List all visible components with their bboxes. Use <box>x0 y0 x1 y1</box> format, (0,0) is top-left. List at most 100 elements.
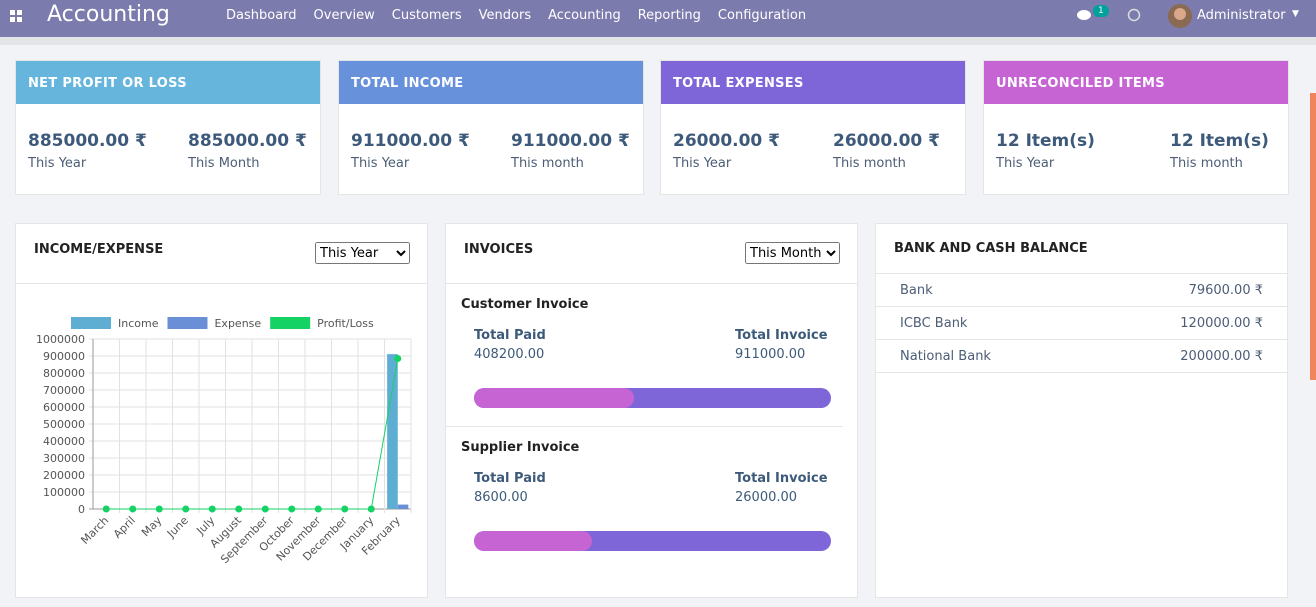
bank-rows: Bank 79600.00 ₹ ICBC Bank 120000.00 ₹ Nation… <box>876 274 1287 373</box>
invoice-section: Supplier Invoice Total Paid 8600.00 Total I… <box>446 427 857 570</box>
income-expense-panel: INCOME/EXPENSE This Year 0 100000 200000 30… <box>15 223 428 598</box>
y-tick-label: 1000000 <box>36 333 85 346</box>
card-item: 885000.00 ₹ This Year <box>28 131 147 171</box>
progress-fill <box>474 531 593 551</box>
total-label: Total Invoice <box>735 328 828 343</box>
point <box>208 505 216 513</box>
y-tick-label: 900000 <box>43 350 85 363</box>
card-value: 885000.00 ₹ <box>188 131 307 151</box>
total-label: Total Invoice <box>735 471 828 486</box>
section-title: Supplier Invoice <box>461 440 580 455</box>
x-tick-label: April <box>111 514 138 541</box>
clock-icon[interactable] <box>1127 8 1141 22</box>
legend-swatch <box>270 317 311 329</box>
card-item: 12 Item(s) This month <box>1170 131 1269 171</box>
y-tick-label: 800000 <box>43 367 85 380</box>
y-tick-label: 100000 <box>43 486 85 499</box>
chart: 0 100000 200000 300000 400000 500000 600000 700… <box>36 317 412 566</box>
menu-item[interactable]: Reporting <box>637 8 701 23</box>
card-item: 911000.00 ₹ This Year <box>351 131 470 171</box>
y-tick-label: 200000 <box>43 469 85 482</box>
point <box>314 505 322 513</box>
panel-title: INVOICES <box>464 242 534 257</box>
paid-value: 8600.00 <box>474 490 528 505</box>
point <box>129 505 137 513</box>
x-tick-label: March <box>78 514 111 547</box>
legend-swatch <box>71 317 111 329</box>
y-tick-label: 700000 <box>43 384 85 397</box>
card-period: This Year <box>996 156 1055 171</box>
card-header: TOTAL INCOME <box>339 61 643 104</box>
point <box>235 505 243 513</box>
point <box>182 505 190 513</box>
app-title: Accounting <box>47 2 170 27</box>
bank-row: ICBC Bank 120000.00 ₹ <box>876 307 1287 340</box>
paid-label: Total Paid <box>474 471 546 486</box>
panel-title: BANK AND CASH BALANCE <box>894 241 1088 256</box>
panel-header: INCOME/EXPENSE This Year <box>16 224 427 284</box>
x-tick-label: May <box>139 514 165 540</box>
bank-panel: BANK AND CASH BALANCE Bank 79600.00 ₹ ICBC… <box>875 223 1288 598</box>
navbar: Accounting Dashboard Overview Customers Ven… <box>0 0 1316 37</box>
legend-label: Profit/Loss <box>317 317 374 330</box>
bar <box>397 504 409 509</box>
panel-header: INVOICES This Month <box>446 224 857 284</box>
period-select[interactable]: This Month <box>745 242 840 264</box>
panel-title: INCOME/EXPENSE <box>34 242 164 257</box>
bank-balance: 200000.00 ₹ <box>1180 349 1263 364</box>
x-tick-label: June <box>164 514 191 541</box>
card-item: 12 Item(s) This Year <box>996 131 1095 171</box>
scroll-indicator <box>1310 93 1316 380</box>
card-header: TOTAL EXPENSES <box>661 61 965 104</box>
period-select[interactable]: This Year <box>315 242 410 264</box>
menu-item[interactable]: Vendors <box>478 8 532 23</box>
point <box>288 505 296 513</box>
bank-row: National Bank 200000.00 ₹ <box>876 340 1287 373</box>
card-period: This Year <box>351 156 410 171</box>
card-header: UNRECONCILED ITEMS <box>984 61 1288 104</box>
legend-label: Expense <box>214 317 261 330</box>
menu-item[interactable]: Overview <box>313 8 375 23</box>
strip <box>0 37 1316 45</box>
menu-item[interactable]: Configuration <box>717 8 807 23</box>
paid-label: Total Paid <box>474 328 546 343</box>
kpi-card: UNRECONCILED ITEMS 12 Item(s) This Year 12 … <box>983 60 1289 195</box>
card-value: 26000.00 ₹ <box>673 131 781 151</box>
card-item: 26000.00 ₹ This Year <box>673 131 780 171</box>
card-item: 911000.00 ₹ This month <box>511 131 630 171</box>
card-item: 885000.00 ₹ This Month <box>188 131 307 171</box>
bank-name: National Bank <box>900 349 991 364</box>
invoice-section: Customer Invoice Total Paid 408200.00 Total… <box>446 284 843 427</box>
user-menu[interactable]: Administrator <box>1197 8 1286 23</box>
total-value: 911000.00 <box>735 347 806 362</box>
card-period: This month <box>511 156 584 171</box>
legend-label: Income <box>118 317 159 330</box>
card-value: 911000.00 ₹ <box>511 131 630 151</box>
card-value: 885000.00 ₹ <box>28 131 147 151</box>
point <box>394 355 402 363</box>
y-tick-label: 0 <box>78 503 85 516</box>
bank-balance: 120000.00 ₹ <box>1180 316 1263 331</box>
menu-item[interactable]: Customers <box>391 8 462 23</box>
menu-item[interactable]: Dashboard <box>226 8 297 23</box>
menu-item[interactable]: Accounting <box>548 8 621 23</box>
card-header: NET PROFIT OR LOSS <box>16 61 320 104</box>
kpi-card: NET PROFIT OR LOSS 885000.00 ₹ This Year 88… <box>15 60 321 195</box>
card-period: This month <box>1170 156 1243 171</box>
bank-row: Bank 79600.00 ₹ <box>876 274 1287 307</box>
chat-icon[interactable] <box>1077 9 1093 23</box>
card-value: 911000.00 ₹ <box>351 131 470 151</box>
kpi-card: TOTAL INCOME 911000.00 ₹ This Year 911000.0… <box>338 60 644 195</box>
section-title: Customer Invoice <box>461 297 589 312</box>
point <box>261 505 269 513</box>
card-item: 26000.00 ₹ This month <box>833 131 940 171</box>
y-tick-label: 500000 <box>43 418 85 431</box>
caret: ▼ <box>1292 9 1299 19</box>
point <box>102 505 110 513</box>
y-tick-label: 400000 <box>43 435 85 448</box>
invoices-panel: INVOICES This Month Customer Invoice Tota… <box>445 223 858 598</box>
notification-badge: 1 <box>1093 5 1109 17</box>
apps-icon[interactable] <box>10 10 22 22</box>
avatar[interactable] <box>1167 3 1193 29</box>
